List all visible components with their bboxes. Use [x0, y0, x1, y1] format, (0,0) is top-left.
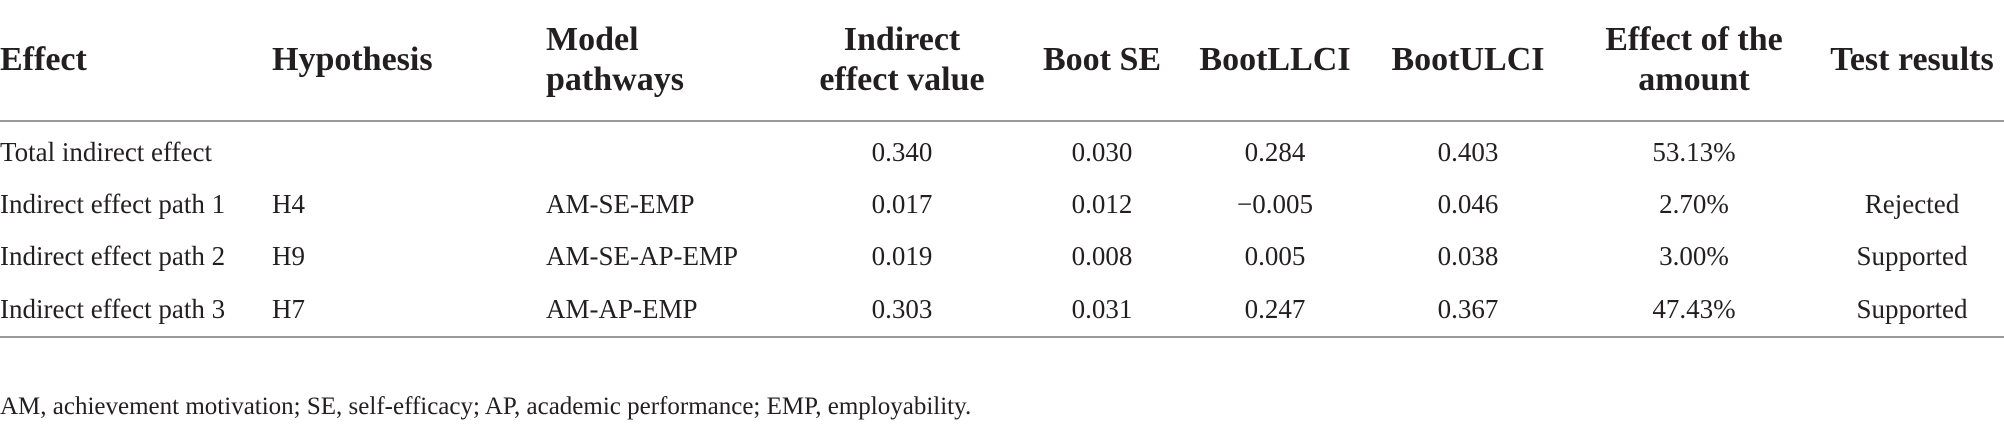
- col-header-effect: Effect: [0, 41, 87, 78]
- cell-hypothesis: H9: [272, 241, 305, 271]
- cell-hypothesis: H4: [272, 189, 305, 219]
- results-table: Effect Hypothesis Model pathways Indirec…: [0, 0, 2004, 337]
- cell-hypothesis: H7: [272, 294, 305, 324]
- table-footnote: AM, achievement motivation; SE, self-eff…: [0, 393, 972, 420]
- cell-test-result: Supported: [1856, 294, 1968, 324]
- cell-effect: Total indirect effect: [0, 137, 213, 167]
- cell-bootulci: 0.367: [1437, 294, 1499, 324]
- cell-indirect-effect-value: 0.019: [871, 241, 933, 271]
- cell-model-pathway: AM-AP-EMP: [546, 294, 698, 324]
- cell-bootulci: 0.403: [1437, 137, 1499, 167]
- cell-effect: Indirect effect path 3: [0, 294, 226, 324]
- col-header-hypothesis: Hypothesis: [272, 41, 433, 78]
- cell-model-pathway: AM-SE-AP-EMP: [546, 241, 739, 271]
- table-row: Indirect effect path 2 H9 AM-SE-AP-EMP 0…: [0, 230, 2004, 282]
- header-row: Effect Hypothesis Model pathways Indirec…: [0, 0, 2004, 121]
- col-header-boot-se: Boot SE: [1042, 41, 1162, 78]
- cell-indirect-effect-value: 0.340: [871, 137, 933, 167]
- cell-indirect-effect-value: 0.017: [871, 189, 933, 219]
- cell-bootllci: 0.284: [1244, 137, 1306, 167]
- cell-boot-se: 0.008: [1071, 241, 1133, 271]
- col-header-indirect-effect-value: Indirect effect value: [819, 21, 985, 98]
- cell-bootllci: 0.005: [1244, 241, 1306, 271]
- cell-boot-se: 0.031: [1071, 294, 1133, 324]
- table-row: Indirect effect path 1 H4 AM-SE-EMP 0.01…: [0, 178, 2004, 230]
- cell-effect: Indirect effect path 2: [0, 241, 226, 271]
- cell-model-pathway: AM-SE-EMP: [546, 189, 695, 219]
- table-row: Indirect effect path 3 H7 AM-AP-EMP 0.30…: [0, 282, 2004, 337]
- col-header-bootulci: BootULCI: [1391, 41, 1545, 78]
- cell-boot-se: 0.012: [1071, 189, 1133, 219]
- cell-test-result: [1820, 121, 2004, 178]
- cell-boot-se: 0.030: [1071, 137, 1133, 167]
- col-header-model-pathways: Model pathways: [546, 21, 684, 98]
- col-header-effect-amount: Effect of the amount: [1605, 21, 1783, 98]
- table-row: Total indirect effect 0.340 0.030 0.284 …: [0, 121, 2004, 178]
- cell-bootllci: −0.005: [1237, 189, 1313, 219]
- cell-hypothesis: [272, 121, 546, 178]
- cell-test-result: Supported: [1856, 241, 1968, 271]
- cell-bootulci: 0.046: [1437, 189, 1499, 219]
- cell-effect-amount: 3.00%: [1659, 241, 1729, 271]
- cell-effect: Indirect effect path 1: [0, 189, 226, 219]
- cell-model-pathway: [546, 121, 782, 178]
- cell-bootllci: 0.247: [1244, 294, 1306, 324]
- cell-test-result: Rejected: [1864, 189, 1960, 219]
- col-header-bootllci: BootLLCI: [1199, 41, 1351, 78]
- cell-effect-amount: 53.13%: [1652, 137, 1736, 167]
- cell-indirect-effect-value: 0.303: [871, 294, 933, 324]
- cell-effect-amount: 47.43%: [1652, 294, 1736, 324]
- cell-effect-amount: 2.70%: [1659, 189, 1729, 219]
- cell-bootulci: 0.038: [1437, 241, 1499, 271]
- col-header-test-results: Test results: [1830, 41, 1994, 78]
